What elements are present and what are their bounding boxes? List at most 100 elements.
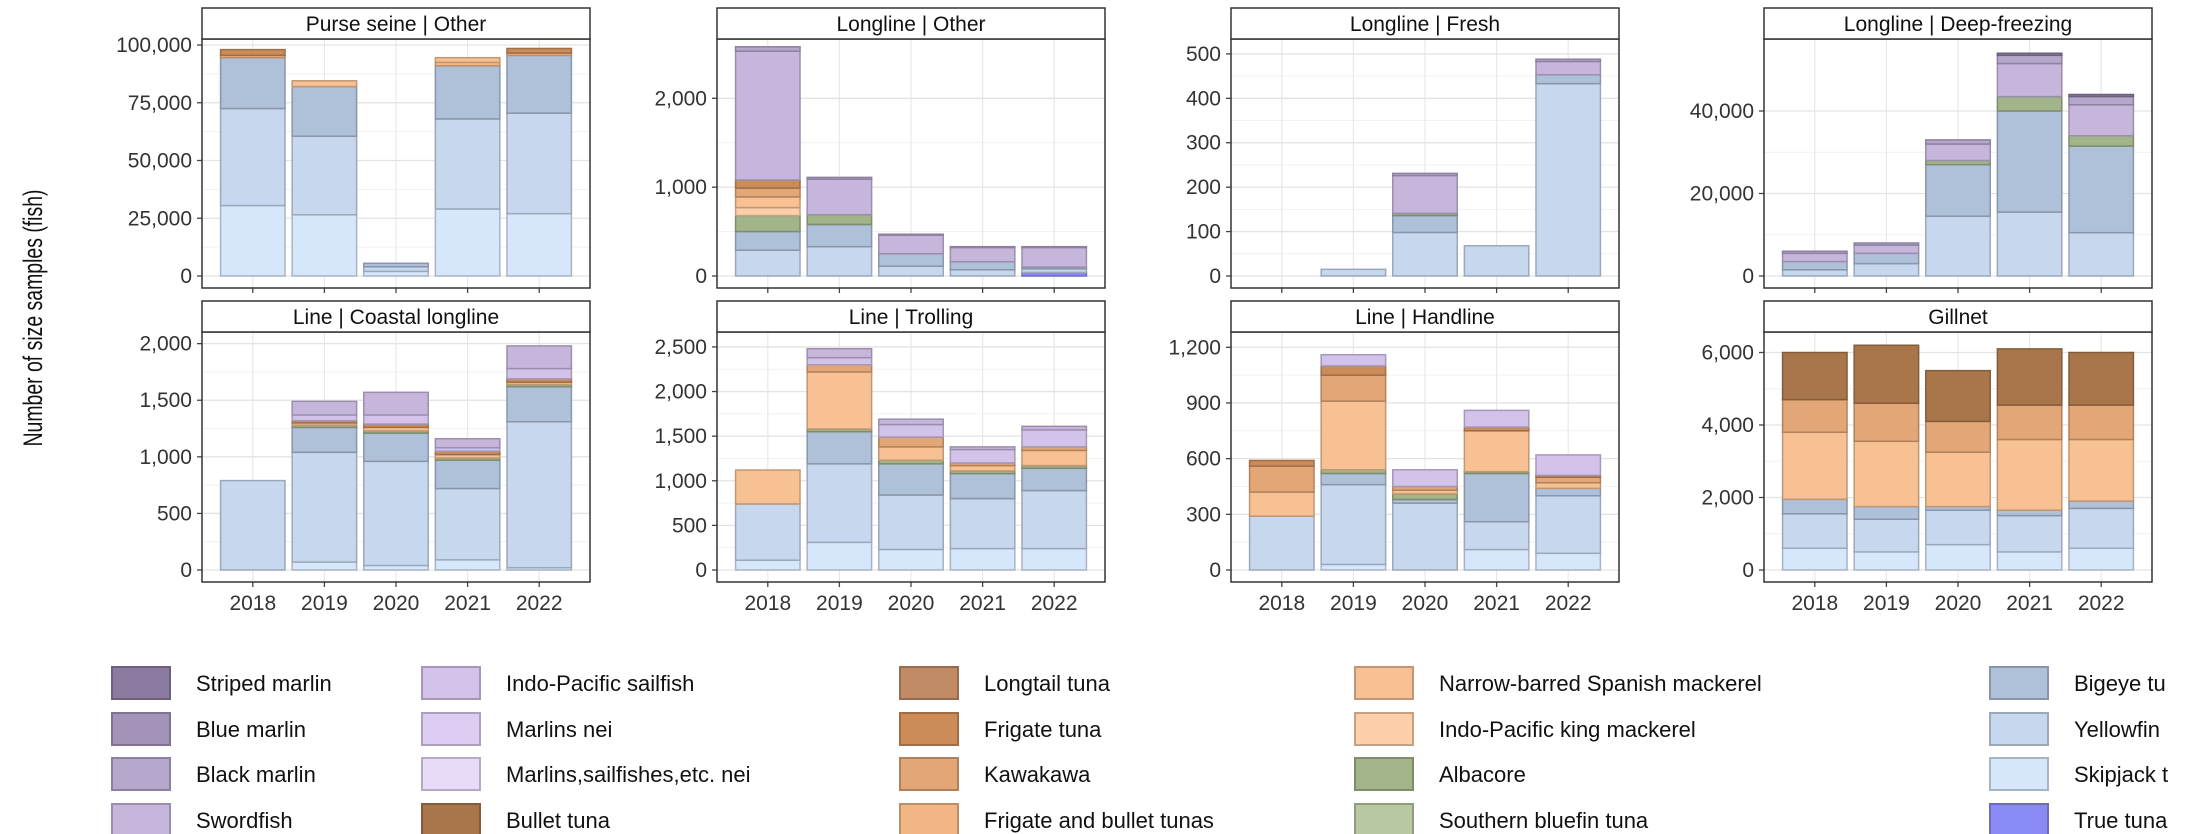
bar-segment-yellowfin: [1535, 82, 1602, 277]
legend-swatch: [111, 757, 171, 791]
legend-swatch: [1354, 803, 1414, 834]
x-tick-label: 2020: [1402, 592, 1449, 615]
y-tick-label: 0: [1209, 265, 1221, 288]
bar-segment-ip_sailfish: [1392, 469, 1458, 488]
legend-swatch: [1354, 666, 1414, 700]
bar-segment-skipjack: [219, 204, 286, 277]
y-tick-label: 6,000: [1701, 342, 1754, 365]
bar-segment-bullet_tuna: [1996, 348, 2063, 406]
y-tick-label: 25,000: [128, 207, 192, 230]
bar-segment-skipjack: [1781, 547, 1848, 571]
bar-segment-swordfish: [1021, 246, 1088, 268]
y-tick-label: 1,000: [139, 446, 192, 469]
legend-label: Longtail tuna: [984, 671, 1111, 696]
bar-segment-bigeye: [1463, 472, 1530, 523]
legend-item-southern_bluefin: Southern bluefin tuna: [1354, 803, 1649, 834]
legend-item-kawakawa: Kawakawa: [899, 757, 1091, 791]
legend-label: Yellowfin: [2074, 717, 2160, 742]
x-tick-label: 2020: [373, 592, 420, 615]
bar-segment-yellowfin: [291, 135, 358, 216]
bar-segment-black_marlin: [1853, 242, 1920, 246]
bar-segment-skipjack: [734, 559, 801, 571]
bar-segment-yellowfin: [806, 245, 873, 277]
bar-segment-skipjack: [1021, 547, 1088, 571]
bar-segment-ip_sailfish: [291, 414, 358, 422]
bar-segment-swordfish: [1925, 143, 1991, 162]
bar-segment-kawakawa: [1996, 404, 2063, 441]
bar-segment-bigeye: [2068, 500, 2135, 510]
y-tick-label: 2,000: [654, 381, 707, 404]
bar-segment-narrow_barred: [1320, 400, 1387, 471]
bar-segment-yellowfin: [2068, 507, 2135, 549]
bar-segment-striped_marlin: [2068, 93, 2135, 98]
bar-segment-yellowfin: [1925, 509, 1991, 546]
bar-segment-ip_sailfish: [363, 414, 429, 425]
bar-segment-yellowfin: [806, 463, 873, 544]
bar-segment-yellowfin: [1996, 514, 2063, 553]
bar-segment-kawakawa: [734, 187, 801, 198]
x-tick-label: 2019: [1863, 592, 1910, 615]
bar-segment-yellowfin: [506, 420, 573, 569]
bar-segment-bigeye: [806, 430, 873, 465]
bar-segment-black_marlin: [806, 176, 873, 180]
bar-segment-narrow_barred: [806, 371, 873, 430]
x-tick-label: 2022: [1545, 592, 1592, 615]
bar-segment-narrow_barred: [1853, 440, 1920, 508]
bar-segment-narrow_barred: [434, 56, 501, 64]
legend-swatch: [1989, 666, 2049, 700]
bar-segment-yellowfin: [949, 497, 1016, 550]
bar-segment-swordfish: [2068, 104, 2135, 137]
x-tick-label: 2021: [444, 592, 491, 615]
bar-segment-frigate_tuna: [734, 179, 801, 189]
facet-title: Gillnet: [1928, 306, 1988, 329]
y-tick-label: 1,500: [654, 425, 707, 448]
legend-item-narrow_barred: Narrow-barred Spanish mackerel: [1354, 666, 1762, 700]
x-tick-label: 2022: [2078, 592, 2125, 615]
bar-segment-ip_sailfish: [878, 423, 944, 438]
bar-segment-yellowfin: [1392, 231, 1458, 277]
bar-segment-bigeye: [1781, 498, 1848, 515]
bar-segment-yellowfin: [1392, 502, 1458, 571]
bar-segment-bigeye: [1853, 505, 1920, 520]
facet-strip: [1230, 7, 1620, 40]
bar-segment-ip_sailfish: [949, 448, 1016, 464]
bar-segment-yellowfin: [734, 503, 801, 561]
panel-5: 0 500 1,000 1,500 2,000 2018 2019 2020 2021 2022 L…: [139, 300, 591, 615]
bar-segment-skipjack: [434, 559, 501, 571]
x-tick-label: 2019: [816, 592, 863, 615]
bar-segment-bigeye: [1021, 467, 1088, 492]
bar-segment-yellowfin: [1021, 489, 1088, 550]
x-tick-label: 2020: [1935, 592, 1982, 615]
legend-swatch: [421, 666, 481, 700]
bar-segment-bigeye: [1535, 74, 1602, 85]
bar-segment-narrow_barred: [1248, 491, 1315, 517]
bar-segment-swordfish: [949, 446, 1016, 451]
panels: 0 25,000 50,000 75,000 100,000 2018 2019 2020 20…: [116, 7, 2153, 615]
bar-segment-yellowfin: [1463, 245, 1530, 277]
x-tick-label: 2018: [1258, 592, 1305, 615]
bar-segment-bigeye: [1996, 110, 2063, 213]
bar-segment-frigate_tuna: [1320, 365, 1387, 376]
legend-item-frigate_tuna: Frigate tuna: [899, 712, 1102, 746]
bar-segment-ip_sailfish: [1463, 409, 1530, 428]
y-tick-label: 2,000: [654, 87, 707, 110]
bar-segment-black_marlin: [1535, 58, 1602, 63]
legend-swatch: [111, 803, 171, 834]
bar-segment-bigeye: [878, 463, 944, 496]
x-tick-label: 2020: [888, 592, 935, 615]
bar-segment-ip_sailfish: [506, 367, 573, 380]
bar-segment-bigeye: [1996, 509, 2063, 517]
legend-label: Bigeye tu: [2074, 671, 2166, 696]
y-tick-label: 50,000: [128, 150, 192, 173]
bar-segment-skipjack: [1535, 552, 1602, 571]
legend-label: Indo-Pacific king mackerel: [1439, 717, 1696, 742]
bar-segment-albacore: [1392, 493, 1458, 501]
bar-segment-albacore: [806, 213, 873, 226]
x-tick-label: 2021: [1473, 592, 1520, 615]
bar-segment-skipjack: [1463, 548, 1530, 571]
y-tick-label: 4,000: [1701, 414, 1754, 437]
bar-segment-bullet_tuna: [1781, 351, 1848, 401]
panel-1: 025,00050,00075,000100,00020182019202020…: [116, 7, 591, 321]
bar-segment-yellowfin: [878, 265, 944, 277]
